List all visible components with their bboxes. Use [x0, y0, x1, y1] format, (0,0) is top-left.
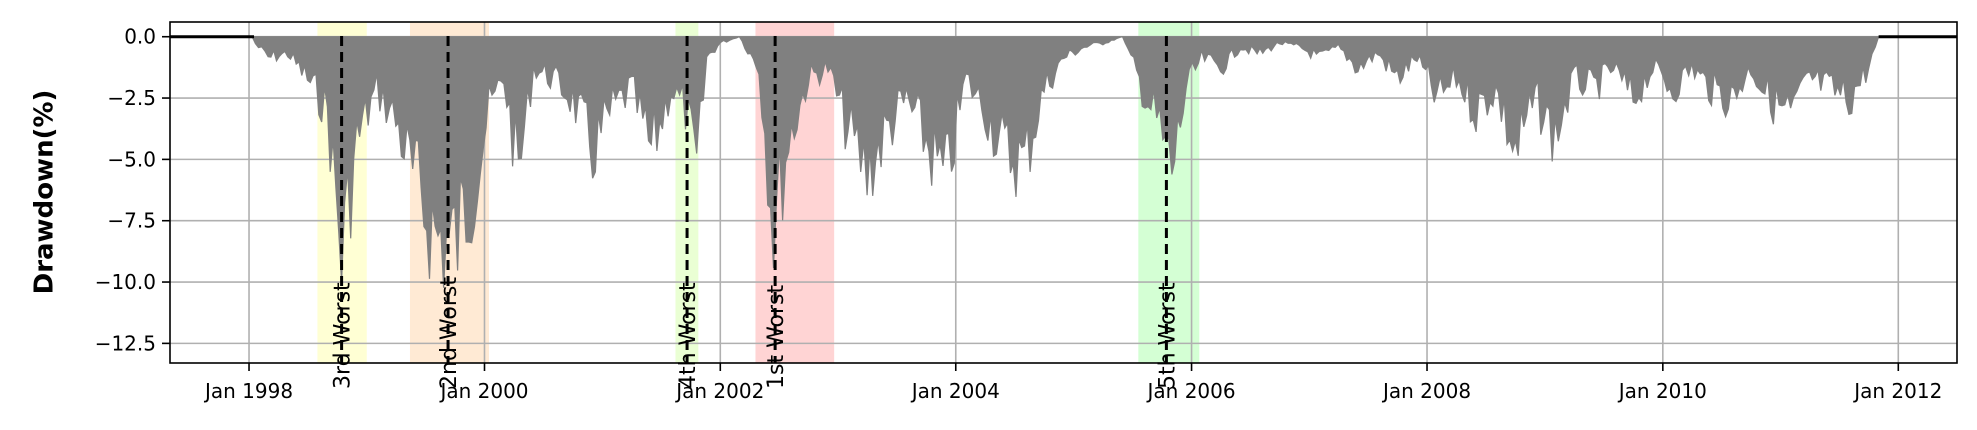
drawdown-area [169, 35, 1958, 288]
x-tick-label-6: Jan 2010 [1617, 379, 1707, 403]
x-tick-label-4: Jan 2006 [1146, 379, 1236, 403]
x-tick-label-5: Jan 2008 [1381, 379, 1471, 403]
y-tick-label-2: −5.0 [107, 147, 156, 171]
x-tick-label-0: Jan 1998 [203, 379, 293, 403]
x-tick-label-7: Jan 2012 [1852, 379, 1942, 403]
drawdown-series [169, 35, 1958, 288]
worst-label-2: 2nd Worst [437, 277, 462, 389]
x-axis-ticks: Jan 1998 Jan 2000 Jan 2002 Jan 2004 Jan 2006… [203, 363, 1942, 403]
worst-label-3: 3rd Worst [331, 282, 356, 389]
worst-label-5: 5th Worst [1155, 282, 1180, 389]
x-tick-label-1: Jan 2000 [438, 379, 528, 403]
worst-valley-lines [340, 36, 1168, 363]
y-tick-label-4: −10.0 [95, 270, 156, 294]
y-tick-label-3: −7.5 [107, 209, 156, 233]
y-tick-label-0: 0.0 [124, 25, 156, 49]
y-tick-label-1: −2.5 [107, 86, 156, 110]
worst-label-4: 4th Worst [676, 282, 701, 389]
worst-period-labels: 1st Worst 2nd Worst 3rd Worst 4th Worst 5th … [331, 277, 1181, 389]
x-tick-label-2: Jan 2002 [674, 379, 764, 403]
y-axis-ticks: 0.0 −2.5 −5.0 −7.5 −10.0 −12.5 [95, 25, 170, 355]
plot-frame [169, 21, 1958, 364]
x-tick-label-3: Jan 2004 [910, 379, 1000, 403]
worst-label-1: 1st Worst [764, 284, 789, 389]
y-axis-title: Drawdown(%) [30, 90, 60, 295]
y-tick-label-5: −12.5 [95, 331, 156, 355]
